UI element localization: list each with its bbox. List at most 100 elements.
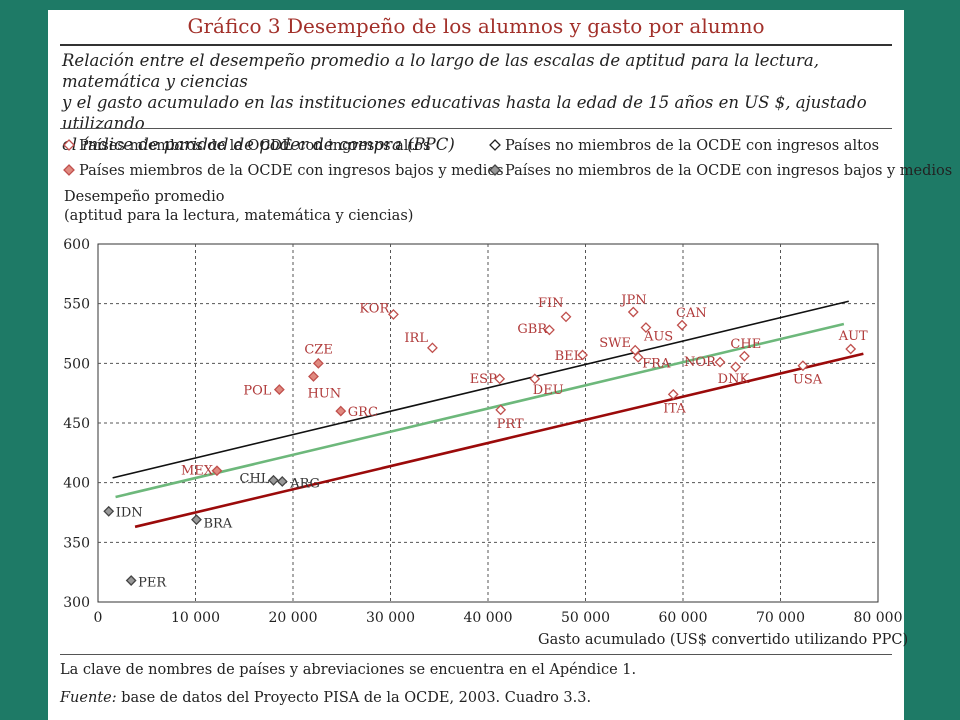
point-bel	[577, 349, 588, 361]
point-fra	[632, 351, 644, 363]
y-tick-label: 300	[63, 595, 90, 611]
point-label-irl: IRL	[404, 331, 428, 346]
diamond-filled-red-icon	[63, 164, 75, 176]
point-label-per: PER	[138, 576, 167, 591]
point-label-aus: AUS	[643, 330, 673, 345]
trend-line	[134, 352, 864, 529]
legend-label-nonoecd-high: Países no miembros de la OCDE con ingres…	[505, 138, 880, 154]
source-label: Fuente:	[60, 690, 117, 706]
y-tick-label: 350	[63, 535, 90, 551]
point-aus	[640, 322, 652, 333]
point-per	[125, 575, 137, 586]
point-label-jpn: JPN	[619, 293, 646, 308]
diamond-filled-grey-icon	[489, 164, 501, 176]
point-che	[739, 350, 750, 362]
trend-line	[115, 322, 845, 499]
point-idn	[103, 505, 115, 517]
point-mex	[211, 465, 223, 477]
point-label-arg: ARG	[289, 476, 320, 491]
x-tick-label: 30 000	[366, 610, 415, 626]
legend-oecd-lowmid: Países miembros de la OCDE con ingresos …	[62, 163, 504, 179]
y-tick-label: 600	[63, 237, 90, 253]
point-label-can: CAN	[676, 306, 707, 321]
x-tick-label: 60 000	[659, 610, 708, 626]
point-nor	[714, 356, 726, 368]
chart-subtitle: Relación entre el desempeño promedio a l…	[62, 50, 892, 155]
point-label-fin: FIN	[538, 296, 564, 311]
x-tick-label: 80 000	[854, 610, 903, 626]
point-label-che: CHE	[730, 337, 761, 352]
point-label-bel: BEL	[555, 349, 583, 364]
point-label-bra: BRA	[203, 517, 232, 532]
point-cze	[312, 357, 324, 369]
y-tick-label: 500	[63, 356, 90, 372]
legend-label-nonoecd-lowmid: Países no miembros de la OCDE con ingres…	[505, 163, 953, 179]
point-dnk	[730, 361, 742, 373]
title-divider	[60, 44, 892, 46]
y-axis-label-line-2: (aptitud para la lectura, matemática y c…	[64, 208, 414, 224]
y-tick-label: 550	[63, 297, 90, 313]
chart-title: Gráfico 3 Desempeño de los alumnos y gas…	[187, 14, 765, 38]
appendix-note: La clave de nombres de países y abreviac…	[60, 662, 637, 678]
x-tick-label: 70 000	[756, 610, 805, 626]
point-label-grc: GRC	[348, 405, 378, 420]
point-label-aut: AUT	[838, 329, 868, 344]
point-chl	[268, 474, 279, 486]
point-pol	[273, 384, 285, 396]
point-label-pol: POL	[243, 384, 271, 399]
point-ita	[667, 388, 679, 400]
point-label-usa: USA	[793, 373, 823, 388]
legend-label-oecd-high: Países miembros de la OCDE con ingresos …	[79, 138, 431, 154]
point-can	[676, 319, 688, 331]
point-label-fra: FRA	[642, 356, 671, 371]
point-deu	[529, 373, 541, 385]
point-bra	[191, 514, 202, 526]
point-aut	[845, 343, 857, 355]
x-tick-label: 40 000	[464, 610, 513, 626]
legend-nonoecd-high: Países no miembros de la OCDE con ingres…	[488, 138, 879, 154]
subtitle-divider	[60, 128, 892, 129]
point-label-hun: HUN	[307, 386, 341, 401]
point-esp	[494, 373, 506, 385]
y-axis-label-line-1: Desempeño promedio	[64, 189, 225, 205]
point-label-kor: KOR	[359, 301, 390, 316]
point-arg	[276, 476, 288, 487]
chart-panel: Gráfico 3 Desempeño de los alumnos y gas…	[48, 10, 952, 720]
point-kor	[388, 308, 399, 320]
point-label-mex: MEX	[181, 464, 214, 479]
point-hun	[308, 371, 319, 382]
x-tick-label: 50 000	[561, 610, 610, 626]
point-label-nor: NOR	[684, 355, 717, 370]
point-label-ita: ITA	[663, 401, 686, 416]
point-prt	[495, 404, 507, 416]
legend-nonoecd-lowmid: Países no miembros de la OCDE con ingres…	[488, 163, 952, 179]
point-swe	[629, 344, 641, 356]
y-axis-label: Desempeño promedio (aptitud para la lect…	[64, 188, 413, 226]
point-label-prt: PRT	[497, 417, 524, 432]
x-tick-label: 0	[94, 610, 103, 626]
point-grc	[335, 405, 347, 417]
source-text: base de datos del Proyecto PISA de la OC…	[116, 690, 592, 706]
y-tick-label: 400	[63, 476, 90, 492]
point-label-chl: CHL	[240, 471, 270, 486]
subtitle-line-1: Relación entre el desempeño promedio a l…	[62, 51, 819, 91]
diamond-outline-red-icon	[63, 139, 75, 151]
point-usa	[797, 360, 809, 372]
subtitle-line-3: el índice de paridad de poder de compra …	[62, 135, 455, 154]
legend-label-oecd-lowmid: Países miembros de la OCDE con ingresos …	[79, 163, 504, 179]
y-tick-label: 450	[63, 416, 90, 432]
source-note: Fuente: base de datos del Proyecto PISA …	[60, 690, 591, 706]
legend-oecd-high: Países miembros de la OCDE con ingresos …	[62, 138, 430, 154]
point-label-dnk: DNK	[718, 372, 750, 387]
point-gbr	[544, 324, 555, 336]
trend-line	[112, 300, 849, 479]
x-tick-label: 10 000	[171, 610, 220, 626]
point-label-swe: SWE	[599, 336, 631, 351]
scatter-plot: 0 10 000 20 000 30 000 40 000 50 000 60 000 70 …	[63, 237, 903, 626]
point-label-idn: IDN	[116, 505, 143, 520]
point-fin	[560, 311, 572, 323]
point-label-cze: CZE	[304, 342, 332, 357]
x-axis-label: Gasto acumulado (US$ convertido utilizan…	[538, 632, 909, 648]
x-tick-label: 20 000	[269, 610, 318, 626]
point-jpn	[627, 306, 639, 318]
